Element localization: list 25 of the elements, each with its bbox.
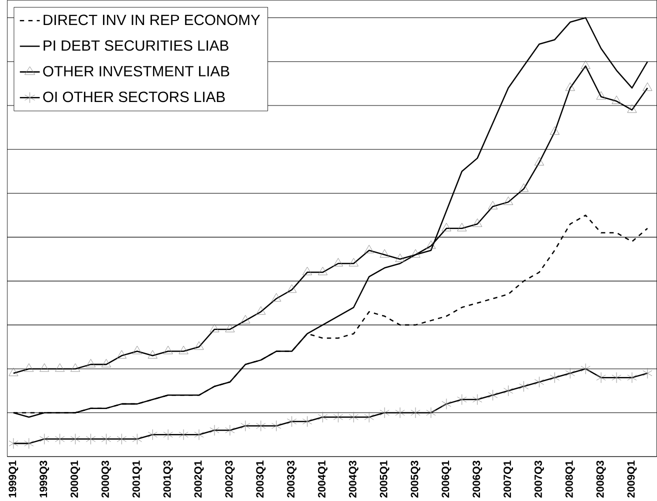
x-tick-label: 2000Q1 — [70, 460, 80, 498]
x-tick-label: 2007Q3 — [534, 460, 544, 498]
legend-label: PI DEBT SECURITIES LIAB — [44, 40, 228, 51]
x-tick-label: 2004Q3 — [348, 460, 358, 498]
x-tick-label: 2006Q3 — [472, 460, 482, 498]
x-tick-label: 2008Q1 — [565, 460, 575, 498]
x-tick-label: 2002Q1 — [194, 460, 204, 498]
x-tick-label: 2005Q3 — [410, 460, 420, 498]
x-tick-label: 2001Q3 — [163, 460, 173, 498]
x-tick-label: 2005Q1 — [380, 460, 390, 498]
x-tick-label: 1999Q1 — [8, 460, 18, 498]
x-tick-label: 2003Q3 — [287, 460, 297, 498]
x-tick-label: 2001Q1 — [132, 460, 142, 498]
x-tick-label: 2007Q1 — [504, 460, 514, 498]
x-tick-label: 2006Q1 — [442, 460, 452, 498]
x-tick-label: 2009Q1 — [627, 460, 637, 498]
legend-label: OTHER INVESTMENT LIAB — [43, 66, 230, 76]
x-tick-label: 2004Q1 — [318, 460, 328, 498]
legend-label: OI OTHER SECTORS LIAB — [43, 91, 225, 102]
x-tick-label: 2003Q1 — [256, 460, 266, 498]
x-tick-label: 2002Q3 — [225, 460, 235, 498]
legend-label: DIRECT INV IN REP ECONOMY — [44, 14, 260, 25]
x-tick-label: 2008Q3 — [596, 460, 606, 498]
x-tick-label: 2000Q3 — [102, 460, 111, 498]
x-tick-label: 1999Q3 — [40, 460, 50, 498]
